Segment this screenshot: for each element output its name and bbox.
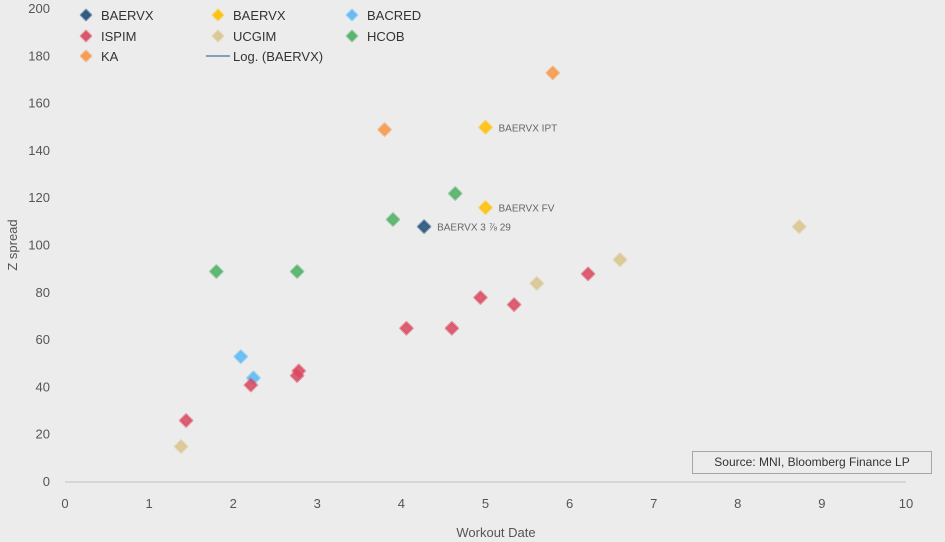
legend-marker (79, 29, 93, 43)
data-point (377, 122, 392, 137)
data-point (791, 219, 807, 234)
x-tick-label: 9 (818, 496, 825, 511)
data-point (478, 120, 493, 135)
y-tick-label: 60 (36, 332, 50, 347)
x-axis-title: Workout Date (456, 525, 535, 540)
legend-label: BACRED (367, 8, 421, 23)
x-tick-label: 4 (398, 496, 405, 511)
point-label: BAERVX FV (499, 204, 555, 215)
y-tick-label: 120 (28, 190, 50, 205)
legend: BAERVX BAERVX BACRED ISPIM UCGIM HCOB KA Log. (… (79, 8, 421, 64)
legend-label: KA (101, 49, 119, 64)
x-tick-label: 5 (482, 496, 489, 511)
data-point (416, 219, 432, 234)
data-point (399, 321, 414, 336)
y-tick-label: 200 (28, 1, 50, 16)
x-tick-label: 8 (734, 496, 741, 511)
legend-label: ISPIM (101, 29, 136, 44)
legend-label: UCGIM (233, 29, 276, 44)
data-point (529, 276, 545, 291)
data-point (173, 439, 189, 454)
data-point (444, 321, 460, 336)
y-tick-label: 100 (28, 238, 50, 253)
legend-marker (345, 8, 359, 22)
y-tick-label: 40 (36, 379, 50, 394)
data-point (473, 290, 488, 305)
legend-marker (345, 29, 359, 43)
legend-marker (79, 8, 93, 22)
legend-label: BAERVX (101, 8, 154, 23)
data-point (289, 264, 305, 279)
data-point (447, 186, 463, 201)
x-tick-label: 3 (314, 496, 321, 511)
y-tick-label: 0 (43, 474, 50, 489)
legend-label: HCOB (367, 29, 405, 44)
data-point (478, 200, 493, 215)
x-tick-label: 10 (899, 496, 913, 511)
y-tick-label: 140 (28, 143, 50, 158)
data-point (291, 363, 307, 379)
data-point (385, 212, 401, 227)
x-tick-labels: 0 1 2 3 4 5 6 7 8 9 10 (61, 496, 913, 511)
data-point (506, 297, 522, 312)
data-point (612, 252, 628, 267)
y-tick-label: 160 (28, 96, 50, 111)
data-point (580, 266, 596, 282)
legend-marker (79, 49, 93, 63)
data-point (233, 349, 249, 364)
legend-marker (211, 29, 225, 43)
legend-label: BAERVX (233, 8, 286, 23)
data-point (209, 264, 224, 279)
legend-marker (211, 8, 225, 22)
point-label: BAERVX 3 ⅞ 29 (437, 223, 511, 234)
data-points (173, 65, 807, 454)
data-point (178, 413, 194, 428)
y-tick-label: 180 (28, 48, 50, 63)
point-label: BAERVX IPT (499, 123, 558, 134)
source-note: Source: MNI, Bloomberg Finance LP (692, 451, 932, 474)
point-annotations: BAERVX 3 ⅞ 29 BAERVX IPT BAERVX FV (437, 123, 557, 233)
y-tick-label: 20 (36, 427, 50, 442)
x-tick-label: 6 (566, 496, 573, 511)
data-point (243, 377, 259, 393)
x-tick-label: 0 (61, 496, 68, 511)
x-tick-label: 7 (650, 496, 657, 511)
y-axis-title: Z spread (5, 219, 20, 270)
y-tick-label: 80 (36, 285, 50, 300)
x-tick-label: 2 (230, 496, 237, 511)
x-tick-label: 1 (145, 496, 152, 511)
y-tick-labels: 0 20 40 60 80 100 120 140 160 180 200 (28, 1, 50, 489)
data-point (545, 65, 561, 81)
legend-label: Log. (BAERVX) (233, 49, 323, 64)
